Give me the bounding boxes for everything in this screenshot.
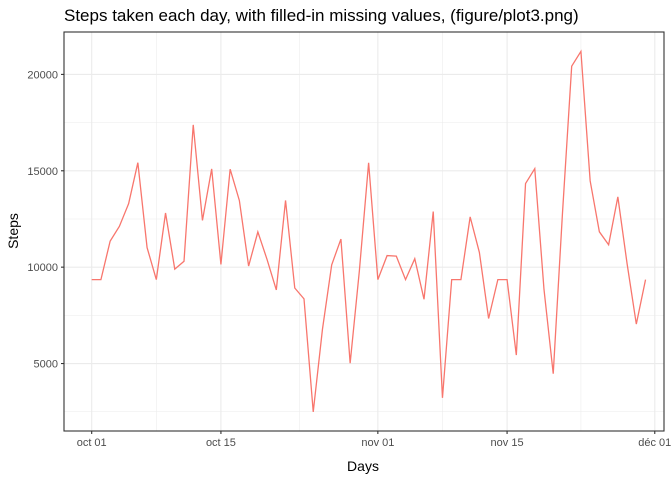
- x-axis: oct 01 oct 15 nov 01 nov 15 déc 01: [77, 431, 671, 449]
- x-tick-label: oct 01: [77, 437, 107, 449]
- plot-panel-border: [63, 31, 665, 432]
- major-gridlines: [64, 32, 664, 431]
- y-axis: 5000 10000 15000 20000: [27, 69, 64, 371]
- y-tick-label: 20000: [27, 69, 58, 81]
- x-axis-title: Days: [347, 458, 379, 474]
- x-tick-label: nov 01: [361, 437, 394, 449]
- x-tick-label: oct 15: [206, 437, 236, 449]
- x-tick-label: nov 15: [491, 437, 524, 449]
- chart-title: Steps taken each day, with filled-in mis…: [64, 6, 579, 25]
- x-tick-label: déc 01: [638, 437, 671, 449]
- minor-gridlines: [64, 32, 664, 431]
- y-tick-label: 15000: [27, 166, 58, 178]
- y-axis-title: Steps: [5, 213, 21, 249]
- steps-series-line: [91, 49, 647, 412]
- y-tick-label: 10000: [27, 262, 58, 274]
- y-tick-label: 5000: [34, 359, 58, 371]
